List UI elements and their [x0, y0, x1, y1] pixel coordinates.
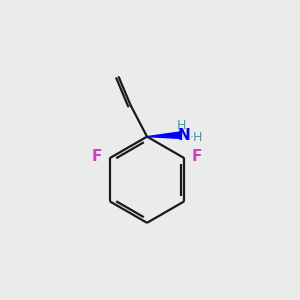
Text: F: F	[192, 149, 202, 164]
Text: ·H: ·H	[190, 131, 203, 144]
Polygon shape	[147, 132, 182, 138]
Text: N: N	[177, 128, 190, 142]
Text: H: H	[176, 119, 186, 132]
Text: F: F	[92, 149, 102, 164]
